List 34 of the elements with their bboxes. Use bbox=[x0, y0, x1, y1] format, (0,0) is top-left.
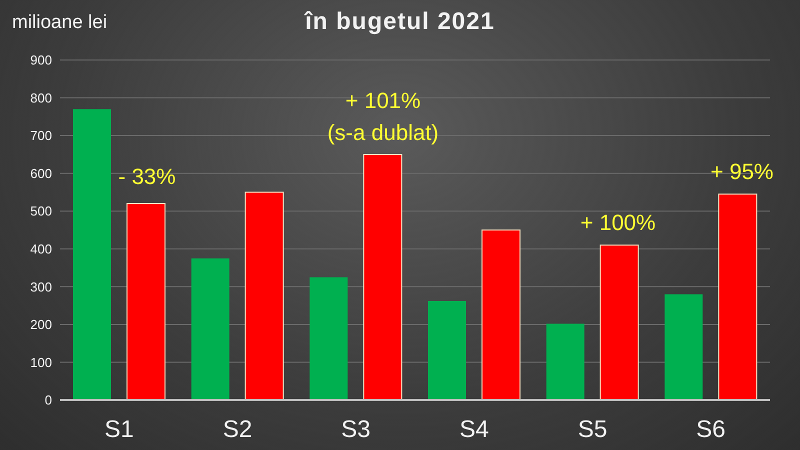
x-tick-label: S3 bbox=[341, 416, 371, 444]
bar bbox=[126, 203, 166, 400]
y-tick-label: 400 bbox=[30, 242, 52, 257]
y-tick-label: 200 bbox=[30, 317, 52, 332]
y-tick-label: 500 bbox=[30, 204, 52, 219]
x-tick-label: S6 bbox=[696, 416, 726, 444]
x-tick-label: S1 bbox=[104, 416, 134, 444]
bar bbox=[363, 154, 402, 400]
x-tick-label: S5 bbox=[578, 416, 608, 444]
bar bbox=[664, 294, 703, 400]
bar bbox=[191, 258, 230, 400]
y-tick-label: 900 bbox=[30, 52, 52, 68]
x-tick-label: S2 bbox=[222, 416, 252, 444]
annotation: - 33% bbox=[118, 164, 176, 189]
y-tick-label: 300 bbox=[30, 279, 52, 294]
bar bbox=[718, 194, 758, 400]
bar bbox=[546, 324, 584, 400]
bar bbox=[482, 230, 520, 400]
y-tick-label: 100 bbox=[30, 354, 52, 370]
x-tick-label: S4 bbox=[459, 416, 489, 444]
y-tick-label: 800 bbox=[30, 90, 52, 106]
y-axis-title: milioane lei bbox=[12, 12, 108, 34]
y-tick-label: 0 bbox=[44, 392, 52, 408]
annotation: + 101% (s-a dublat) bbox=[326, 87, 440, 147]
bar bbox=[428, 301, 466, 400]
bar bbox=[310, 277, 348, 400]
chart-title: în bugetul 2021 bbox=[305, 8, 495, 35]
bar bbox=[600, 244, 639, 400]
bar bbox=[244, 192, 284, 400]
annotation: + 95% bbox=[710, 158, 774, 186]
y-tick-label: 600 bbox=[30, 166, 52, 181]
y-tick-label: 700 bbox=[30, 128, 52, 144]
bar bbox=[73, 109, 111, 400]
annotation: + 100% bbox=[579, 209, 657, 237]
